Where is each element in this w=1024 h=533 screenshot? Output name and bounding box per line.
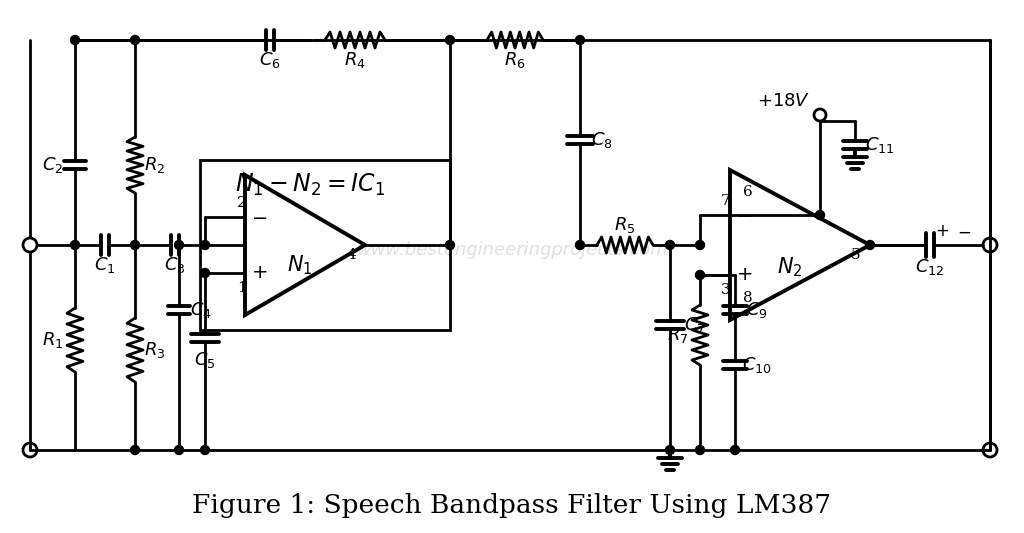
Text: 1: 1 [238,281,247,295]
Text: $+18V$: $+18V$ [757,92,810,110]
Text: 8: 8 [743,291,753,305]
Circle shape [71,240,80,249]
Circle shape [71,36,80,44]
Text: $N_1 - N_2 = IC_1$: $N_1 - N_2 = IC_1$ [234,172,385,198]
Text: 2: 2 [238,196,247,210]
Circle shape [201,269,210,278]
Circle shape [130,240,139,249]
Circle shape [695,240,705,249]
Text: 4: 4 [346,248,356,262]
Circle shape [201,240,210,249]
Text: $C_4$: $C_4$ [190,300,212,320]
Text: $C_{10}$: $C_{10}$ [742,355,772,375]
Text: 3: 3 [721,283,731,297]
Text: Figure 1: Speech Bandpass Filter Using LM387: Figure 1: Speech Bandpass Filter Using L… [193,492,831,518]
Circle shape [201,446,210,455]
Circle shape [445,36,455,44]
Text: 7: 7 [721,194,731,208]
Text: $C_{12}$: $C_{12}$ [915,257,945,277]
Text: $C_8$: $C_8$ [591,130,613,150]
Text: $R_5$: $R_5$ [614,215,636,235]
Text: $C_6$: $C_6$ [259,50,281,70]
Text: $C_3$: $C_3$ [164,255,185,275]
Text: $C_5$: $C_5$ [195,350,216,370]
Text: $-$: $-$ [956,223,971,240]
Circle shape [174,446,183,455]
Circle shape [815,211,824,220]
Circle shape [695,446,705,455]
Text: $R_1$: $R_1$ [42,330,63,350]
Circle shape [174,240,183,249]
Text: $N_2$: $N_2$ [777,255,803,279]
Text: www.bestengineeringprojects.com: www.bestengineeringprojects.com [356,241,668,259]
Text: $R_7$: $R_7$ [668,325,689,345]
Circle shape [575,36,585,44]
Text: $-$: $-$ [251,208,267,226]
Bar [200,160,450,330]
Text: $C_{11}$: $C_{11}$ [865,135,895,155]
Circle shape [666,240,675,249]
Circle shape [130,446,139,455]
Text: $+$: $+$ [935,223,949,240]
Text: $C_1$: $C_1$ [94,255,116,275]
Circle shape [730,446,739,455]
Circle shape [666,446,675,455]
Text: $R_4$: $R_4$ [344,50,366,70]
Circle shape [865,240,874,249]
Text: $C_7$: $C_7$ [684,315,706,335]
Circle shape [445,240,455,249]
Text: 6: 6 [743,185,753,199]
Text: $+$: $+$ [736,266,753,284]
Text: 5: 5 [851,248,861,262]
Circle shape [130,36,139,44]
Circle shape [575,240,585,249]
Text: $+$: $+$ [251,264,267,282]
Text: $C_9$: $C_9$ [746,300,768,320]
Text: $N_1$: $N_1$ [288,253,312,277]
Text: $R_2$: $R_2$ [144,155,166,175]
Text: $R_6$: $R_6$ [504,50,526,70]
Text: $C_2$: $C_2$ [42,155,63,175]
Text: $R_3$: $R_3$ [144,340,166,360]
Circle shape [695,271,705,279]
Text: $-$: $-$ [736,206,752,224]
